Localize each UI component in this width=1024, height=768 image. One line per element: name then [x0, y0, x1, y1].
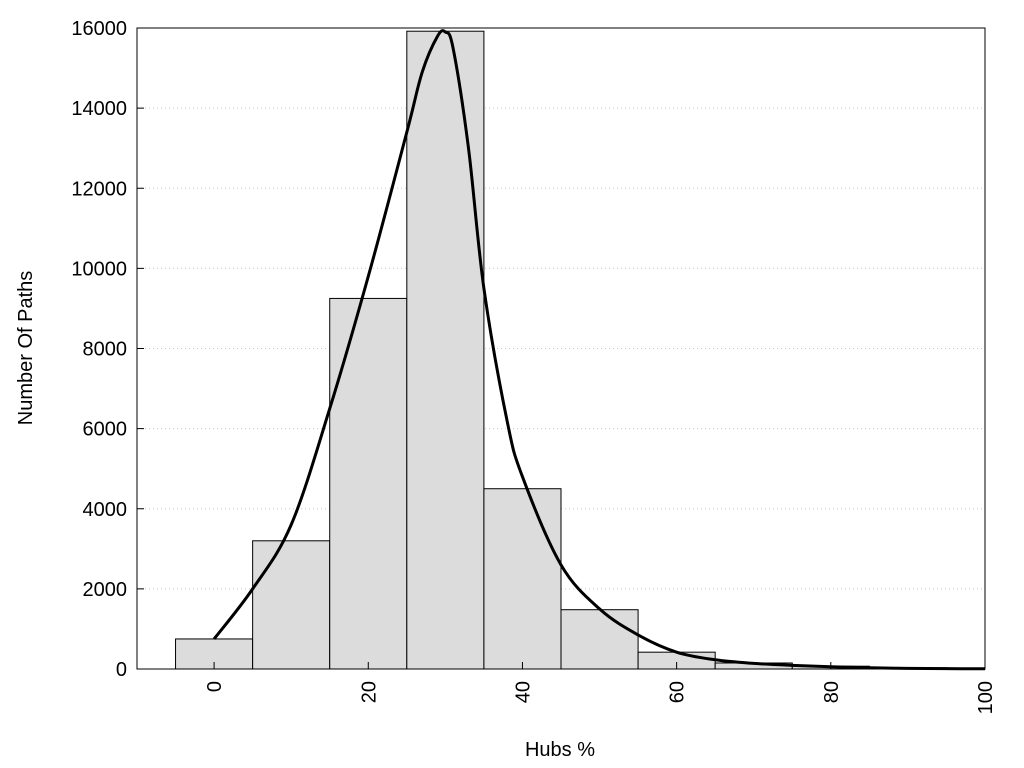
- histogram-bar: [252, 540, 331, 670]
- y-tick-label: 0: [116, 659, 127, 681]
- y-tick-label: 6000: [83, 419, 128, 441]
- density-curve: [212, 29, 986, 671]
- x-tick-label: 20: [358, 681, 380, 703]
- y-axis: 0 2000 4000 6000 8000 10000 12000 14000 16000: [71, 18, 144, 681]
- x-tick-label: 100: [975, 681, 997, 714]
- x-axis: 0 20 40 60 80 100: [204, 662, 997, 714]
- x-tick-label: 60: [667, 681, 689, 703]
- histogram-bar: [560, 609, 639, 670]
- y-tick-label: 14000: [71, 98, 127, 120]
- histogram-bar: [329, 297, 408, 670]
- y-axis-title: Number Of Paths: [15, 271, 37, 426]
- y-tick-label: 8000: [83, 339, 128, 361]
- x-tick-label: 0: [204, 681, 226, 692]
- histogram-bar: [406, 30, 485, 670]
- curve-line: [212, 29, 986, 671]
- y-tick-label: 12000: [71, 178, 127, 200]
- x-axis-title: Hubs %: [525, 739, 595, 761]
- x-tick-label: 80: [821, 681, 843, 703]
- x-tick-label: 40: [512, 681, 534, 703]
- bars: [175, 30, 947, 670]
- y-tick-label: 2000: [83, 579, 128, 601]
- y-tick-label: 16000: [71, 18, 127, 40]
- histogram-bar: [483, 488, 562, 670]
- y-tick-label: 10000: [71, 258, 127, 280]
- y-tick-label: 4000: [83, 499, 128, 521]
